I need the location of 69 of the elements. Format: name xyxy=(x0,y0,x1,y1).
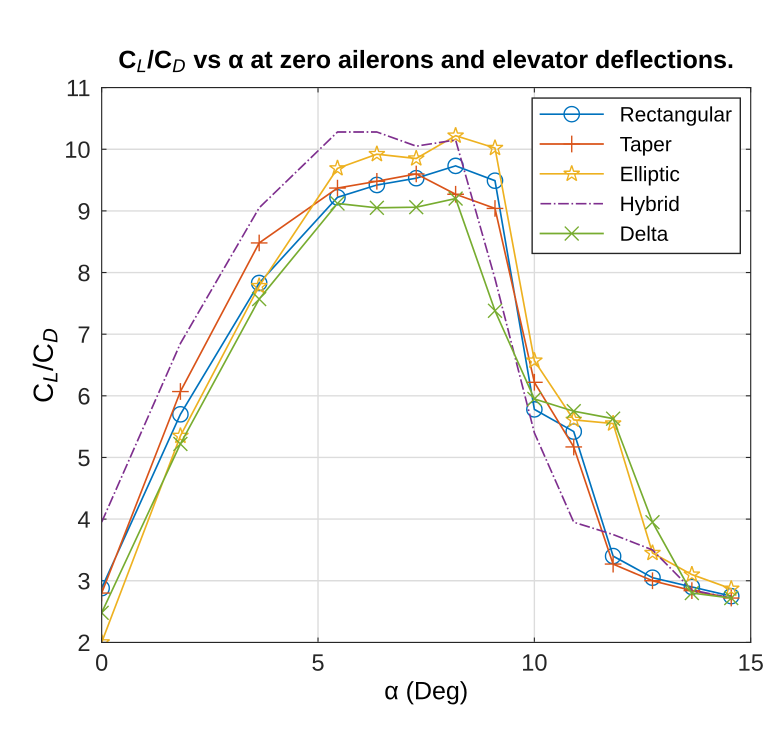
point xyxy=(644,569,661,586)
y-axis-title: C$_{L}$/C$_{D}$ xyxy=(32,328,58,402)
chart-title: C$_{L}$/C$_{D}$ vs α at zero ailerons and elevator deflections. xyxy=(119,50,732,72)
point xyxy=(564,438,583,456)
point xyxy=(368,176,386,194)
point xyxy=(566,404,582,419)
point xyxy=(684,578,700,596)
point xyxy=(682,582,701,600)
point xyxy=(171,382,190,401)
point xyxy=(448,190,464,206)
legend-label: Rectangular xyxy=(621,106,732,126)
legend-label: Delta xyxy=(621,226,668,241)
point xyxy=(722,580,740,596)
point xyxy=(565,410,582,428)
point xyxy=(644,544,662,560)
point xyxy=(447,158,464,174)
y-tick-label: 10 xyxy=(66,141,90,158)
x-axis-title: α (Deg) xyxy=(385,681,467,704)
point xyxy=(604,555,622,574)
point xyxy=(684,585,700,601)
point xyxy=(486,172,504,190)
x-tick-label: 15 xyxy=(739,654,763,671)
y-tick-label: 4 xyxy=(78,511,90,528)
y-tick-label: 2 xyxy=(78,634,90,651)
y-tick-label: 7 xyxy=(78,326,90,343)
point xyxy=(565,423,582,440)
point xyxy=(683,566,700,582)
point xyxy=(369,200,384,216)
y-tick-label: 9 xyxy=(78,202,90,220)
point xyxy=(328,159,346,176)
point xyxy=(407,164,426,183)
y-tick-label: 6 xyxy=(78,388,90,405)
point xyxy=(252,291,267,307)
point xyxy=(526,352,543,368)
point xyxy=(604,548,622,564)
legend-label: Hybrid xyxy=(621,196,678,216)
point xyxy=(172,426,190,444)
point xyxy=(368,145,386,162)
point xyxy=(250,234,268,252)
point xyxy=(446,126,464,144)
point xyxy=(526,391,542,407)
point xyxy=(408,170,425,187)
point xyxy=(408,149,425,166)
point xyxy=(172,406,189,423)
point xyxy=(446,185,465,204)
point xyxy=(329,188,346,206)
legend-label: Taper xyxy=(620,136,672,156)
legend-label: Elliptic xyxy=(621,166,680,186)
point xyxy=(486,199,504,218)
y-tick-label: 11 xyxy=(68,80,90,96)
point xyxy=(604,414,622,431)
point xyxy=(368,172,386,190)
point xyxy=(172,436,188,452)
point xyxy=(486,138,504,156)
y-tick-label: 3 xyxy=(78,572,90,590)
x-tick-label: 10 xyxy=(523,654,547,671)
point xyxy=(328,179,347,198)
point xyxy=(605,410,621,426)
point xyxy=(525,373,544,392)
y-tick-label: 5 xyxy=(78,450,90,466)
point xyxy=(408,200,424,215)
point xyxy=(526,401,543,418)
point xyxy=(644,514,660,530)
y-tick-label: 8 xyxy=(78,264,90,282)
x-tick-label: 5 xyxy=(312,654,324,671)
x-tick-label: 0 xyxy=(96,654,108,671)
point xyxy=(643,572,662,590)
point xyxy=(487,303,503,318)
point xyxy=(330,196,346,212)
